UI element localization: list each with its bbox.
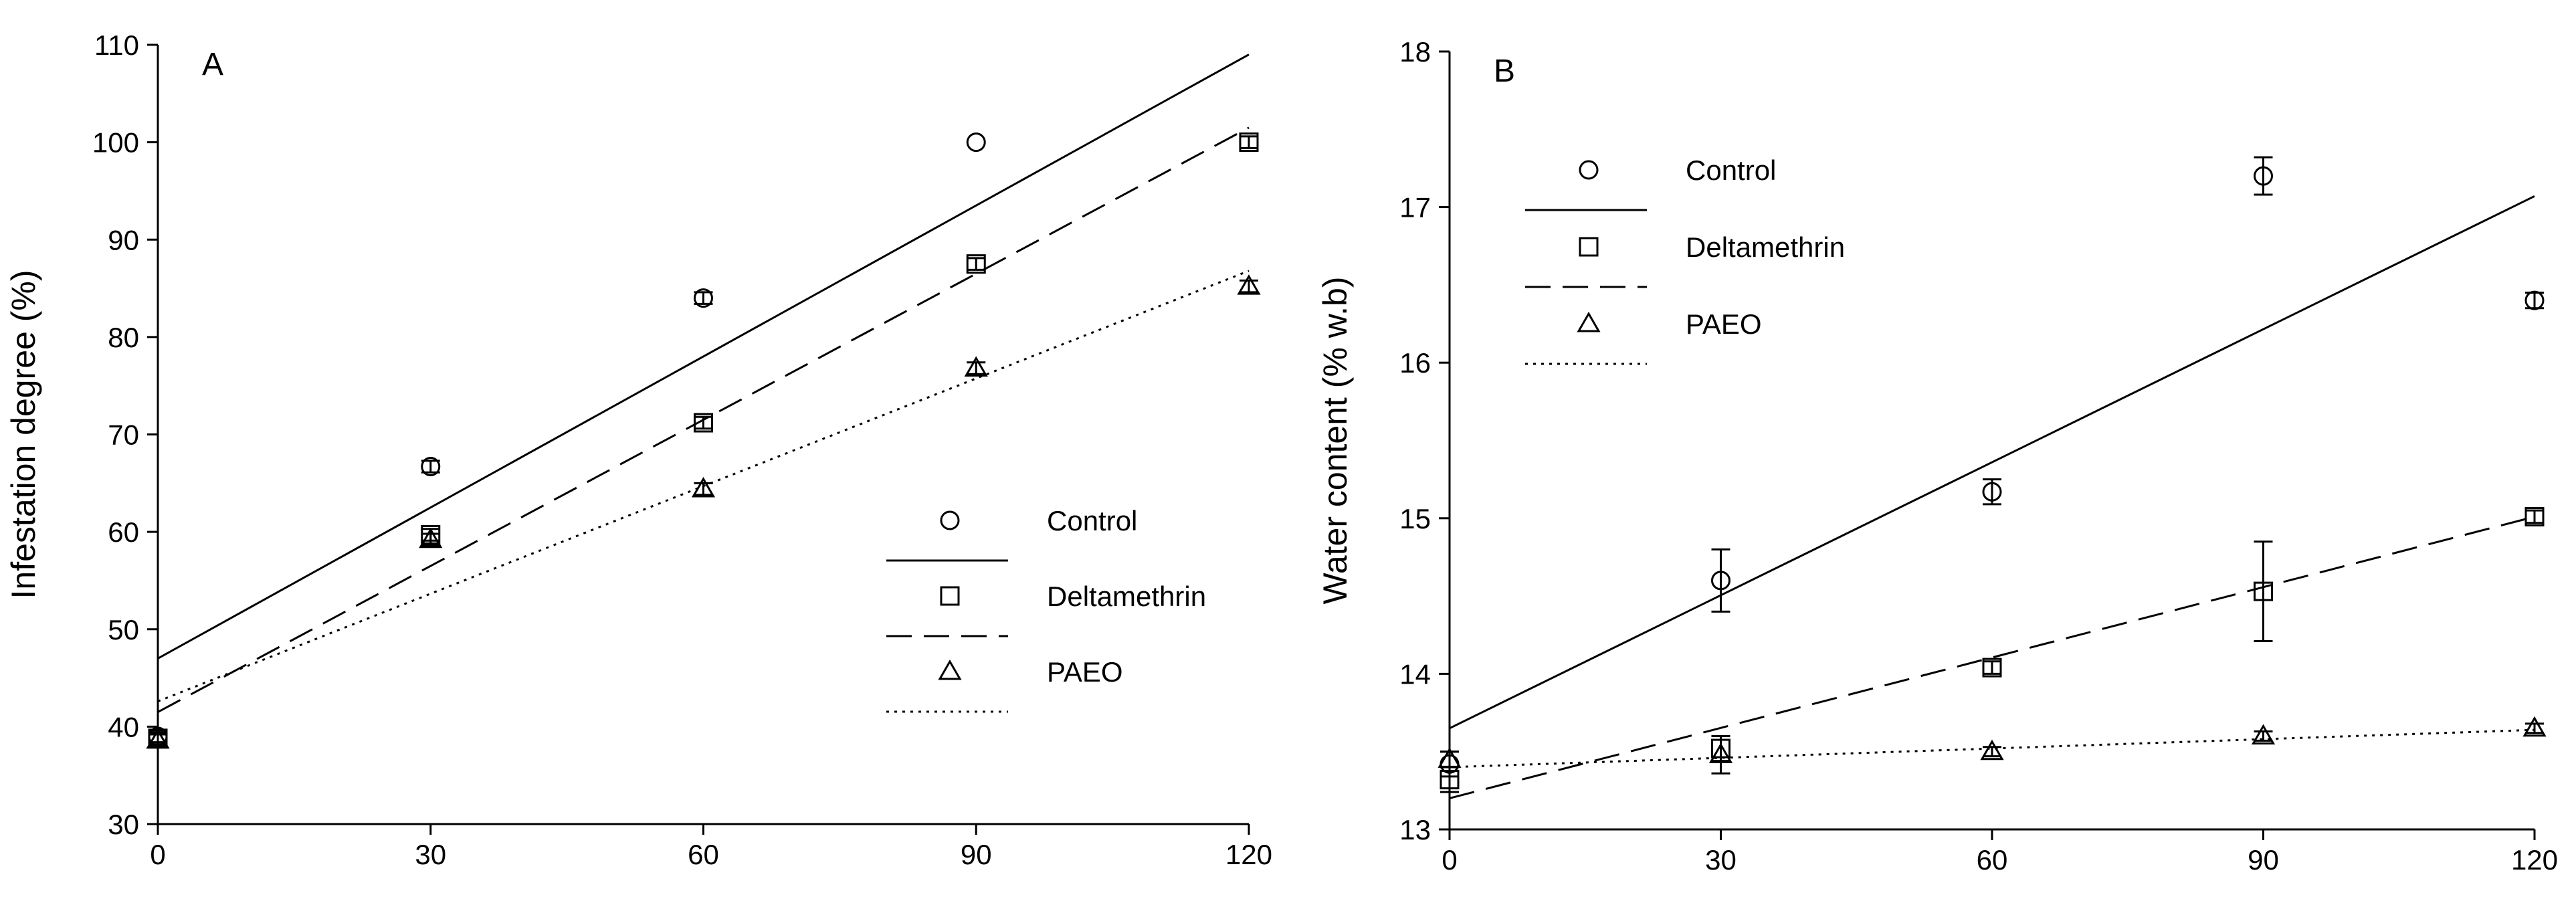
point-control xyxy=(966,132,986,153)
x-tick-label: 0 xyxy=(1442,844,1457,876)
point-deltamethrin xyxy=(2524,506,2545,526)
point-paeo xyxy=(1708,742,1733,763)
y-tick-label: 90 xyxy=(108,224,139,256)
point-paeo xyxy=(146,728,170,749)
legend-marker-paeo xyxy=(938,659,962,680)
legend-marker-control xyxy=(940,510,960,530)
legend-label-paeo: PAEO xyxy=(1686,308,1762,340)
y-tick-label: 15 xyxy=(1399,503,1431,534)
point-paeo xyxy=(1980,739,2004,761)
legend-label-deltamethrin: Deltamethrin xyxy=(1686,231,1845,263)
legend-label-paeo: PAEO xyxy=(1047,656,1123,688)
y-axis-title: Water content (% w.b) xyxy=(1316,277,1354,605)
point-paeo xyxy=(691,477,716,498)
point-control xyxy=(421,457,441,477)
point-paeo xyxy=(2251,724,2276,744)
x-tick-label: 90 xyxy=(2248,844,2279,876)
y-tick-label: 18 xyxy=(1399,36,1431,68)
point-paeo xyxy=(1438,747,1462,768)
y-tick-label: 17 xyxy=(1399,192,1431,223)
x-tick-label: 0 xyxy=(150,839,165,870)
legend-label-control: Control xyxy=(1047,505,1137,536)
panel-label: A xyxy=(202,47,223,82)
y-tick-label: 110 xyxy=(94,29,139,61)
y-axis-title: Infestation degree (%) xyxy=(5,270,42,599)
point-deltamethrin xyxy=(1982,658,2002,678)
y-tick-label: 13 xyxy=(1399,814,1431,845)
legend-marker-paeo xyxy=(1577,311,1601,332)
legend-label-control: Control xyxy=(1686,155,1776,186)
point-deltamethrin xyxy=(966,254,986,274)
y-tick-label: 14 xyxy=(1399,658,1431,690)
legend-marker-deltamethrin xyxy=(1579,237,1599,257)
point-control xyxy=(1711,571,1730,591)
legend-marker-control xyxy=(1579,160,1599,180)
point-deltamethrin xyxy=(694,413,713,433)
panel-a: 30 40 50 60 70 80 90 100 110 0 30 60 90 120 Infestatio… xyxy=(5,29,1272,870)
y-tick-label: 100 xyxy=(92,127,139,159)
point-paeo xyxy=(419,527,443,548)
x-tick-label: 90 xyxy=(961,839,992,870)
y-tick-label: 30 xyxy=(108,809,139,840)
y-tick-label: 50 xyxy=(108,614,139,645)
legend-label-deltamethrin: Deltamethrin xyxy=(1047,581,1206,612)
y-tick-label: 16 xyxy=(1399,347,1431,379)
point-paeo xyxy=(964,356,988,377)
point-control xyxy=(2254,166,2273,186)
x-tick-label: 60 xyxy=(1977,844,2008,876)
point-control xyxy=(2524,290,2545,310)
panel-label: B xyxy=(1494,54,1515,89)
x-tick-label: 60 xyxy=(688,839,719,870)
fit-line-control xyxy=(1449,195,2535,730)
y-tick-label: 60 xyxy=(108,516,139,548)
point-paeo xyxy=(1237,274,1261,295)
x-tick-label: 30 xyxy=(415,839,446,870)
point-control xyxy=(694,288,713,308)
x-tick-label: 120 xyxy=(1225,839,1272,870)
point-paeo xyxy=(2522,716,2547,737)
legend-marker-deltamethrin xyxy=(940,586,960,606)
y-tick-label: 70 xyxy=(108,419,139,451)
fit-line-control xyxy=(157,54,1250,660)
point-control xyxy=(1982,482,2002,502)
point-deltamethrin xyxy=(2254,581,2273,601)
panel-b: 13 14 15 16 17 18 0 30 60 90 120 Water content (% w… xyxy=(1316,36,2558,876)
x-tick-label: 30 xyxy=(1705,844,1737,876)
point-deltamethrin xyxy=(1239,132,1259,153)
y-tick-label: 40 xyxy=(108,711,139,742)
point-deltamethrin xyxy=(1440,770,1460,790)
x-tick-label: 120 xyxy=(2511,844,2558,876)
y-tick-label: 80 xyxy=(108,322,139,353)
